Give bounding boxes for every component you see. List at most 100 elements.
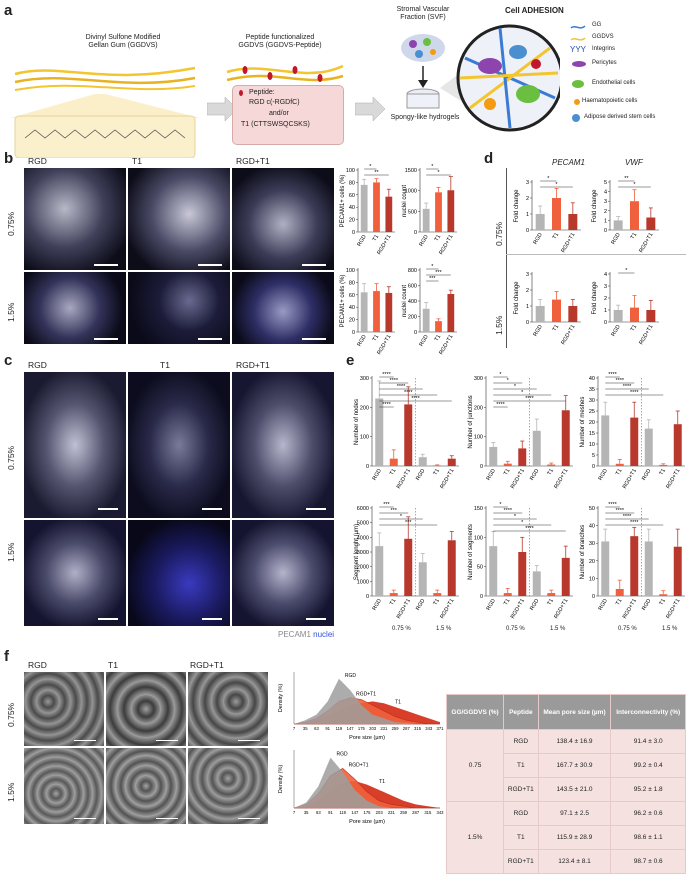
x-tick-label: T1 bbox=[552, 324, 560, 333]
y-axis-label: Number of junctions bbox=[468, 395, 474, 448]
x-tick-label: 35 bbox=[304, 810, 309, 815]
x-tick-label: T1 bbox=[434, 334, 442, 343]
x-tick-label: 371 bbox=[437, 726, 445, 731]
x-tick-label: 315 bbox=[424, 810, 432, 815]
row-label-15: 1.5% bbox=[6, 302, 16, 322]
bar bbox=[518, 552, 527, 596]
sig-marker: ** bbox=[374, 170, 379, 176]
legend-label: Haematopoietic cells bbox=[582, 98, 638, 104]
table-row: 1.5% RGD 97.1 ± 2.5 96.2 ± 0.6 bbox=[445, 801, 686, 874]
x-tick-label: RGD bbox=[641, 468, 652, 482]
x-tick-label: T1 bbox=[659, 468, 667, 477]
col-label-rgd-t1: RGD+T1 bbox=[236, 360, 270, 370]
integrin-icon: YYY bbox=[570, 45, 587, 54]
x-tick-label: 91 bbox=[325, 726, 330, 731]
bar bbox=[375, 546, 384, 596]
micrograph-c-rgdt1-075 bbox=[232, 372, 334, 518]
series-label: RGD bbox=[345, 673, 357, 679]
chart-d-vwf-15: Fold change 0 1 2 3 4 RGD T1 RGD+T1 * bbox=[592, 268, 659, 346]
x-tick-label: 119 bbox=[339, 810, 346, 815]
bar bbox=[447, 540, 456, 596]
y-axis-label: Fold change bbox=[514, 189, 520, 223]
sem-rgd-15 bbox=[24, 748, 104, 824]
y-tick-label: 35 bbox=[589, 387, 595, 393]
x-tick-label: RGD+T1 bbox=[560, 324, 576, 346]
x-tick-label: T1 bbox=[615, 598, 623, 607]
y-tick-label: 10 bbox=[589, 576, 595, 582]
scale-bar bbox=[202, 618, 222, 620]
x-tick-label: 175 bbox=[364, 810, 372, 815]
cell: T1 bbox=[503, 825, 539, 850]
svf-title: Stromal Vascular Fraction (SVF) bbox=[396, 6, 450, 22]
sig-marker: * bbox=[521, 390, 524, 396]
x-tick-label: 63 bbox=[316, 810, 321, 815]
col-label-t1: T1 bbox=[108, 660, 118, 670]
table-row: T1 167.7 ± 30.9 99.2 ± 0.4 bbox=[447, 753, 686, 778]
y-tick-label: 0 bbox=[366, 594, 369, 600]
y-tick-label: 0 bbox=[604, 228, 607, 234]
x-tick-label: RGD+T1 bbox=[396, 598, 412, 620]
divider bbox=[506, 168, 507, 348]
y-tick-label: 80 bbox=[349, 280, 355, 286]
peptide-box-line: Peptide: bbox=[249, 89, 275, 96]
adhesion-title: Cell ADHESION bbox=[505, 6, 564, 15]
density-area bbox=[294, 757, 440, 808]
y-tick-label: 2000 bbox=[357, 565, 369, 571]
sig-marker: **** bbox=[382, 372, 391, 378]
e-concentration-axis: 0.75 % 1.5 % 0.75 % 1.5 % 0.75 % 1.5 % bbox=[382, 624, 682, 638]
series-label: RGD+T1 bbox=[349, 762, 369, 768]
bar bbox=[433, 593, 442, 596]
bar bbox=[489, 446, 498, 466]
bar bbox=[673, 546, 682, 596]
cell: 97.1 ± 2.5 bbox=[537, 801, 612, 826]
scale-bar bbox=[156, 818, 178, 819]
peptide-icon bbox=[239, 90, 243, 96]
legend-label: Adipose derived stem cells bbox=[584, 114, 656, 120]
y-tick-label: 100 bbox=[474, 535, 483, 541]
y-tick-label: 0 bbox=[414, 230, 417, 236]
bar bbox=[389, 593, 398, 596]
sem-rgdt1-075 bbox=[188, 672, 268, 746]
y-axis-label: nuclei count bbox=[402, 185, 408, 217]
x-tick-label: T1 bbox=[433, 468, 441, 477]
panel-label-c: c bbox=[4, 352, 13, 369]
y-tick-label: 0 bbox=[352, 330, 355, 336]
sig-marker: * bbox=[400, 514, 403, 520]
th-pore: Mean pore size (µm) bbox=[537, 694, 612, 730]
y-tick-label: 0 bbox=[604, 320, 607, 326]
x-tick-label: T1 bbox=[552, 232, 560, 241]
y-tick-label: 1500 bbox=[405, 168, 417, 174]
series-label: T1 bbox=[379, 779, 385, 785]
x-tick-label: RGD+T1 bbox=[396, 468, 412, 490]
x-tick-label: T1 bbox=[630, 324, 638, 333]
cell: 123.4 ± 8.1 bbox=[537, 849, 612, 874]
y-tick-label: 3 bbox=[604, 284, 607, 290]
cell: 138.4 ± 16.9 bbox=[537, 729, 612, 754]
bar bbox=[561, 410, 570, 466]
x-tick-label: RGD bbox=[415, 468, 426, 482]
bar bbox=[659, 594, 668, 596]
y-tick-label: 2 bbox=[526, 196, 529, 202]
y-tick-label: 0 bbox=[526, 320, 529, 326]
x-tick-label: 203 bbox=[376, 810, 384, 815]
x-tick-label: RGD bbox=[598, 598, 609, 612]
sem-rgdt1-15 bbox=[188, 748, 268, 824]
cell: 96.2 ± 0.6 bbox=[610, 801, 686, 826]
y-tick-label: 5 bbox=[604, 180, 607, 186]
legend-label: GGDVS bbox=[592, 34, 614, 40]
legend-label: Pericytes bbox=[592, 60, 617, 66]
stain-legend: PECAM1 nuclei bbox=[278, 630, 334, 639]
y-tick-label: 1 bbox=[526, 212, 529, 218]
bar bbox=[503, 593, 512, 596]
y-axis-label: PECAM1+ cells (%) bbox=[340, 175, 346, 228]
y-tick-label: 0 bbox=[592, 594, 595, 600]
panel-label-a: a bbox=[4, 2, 13, 19]
y-tick-label: 3000 bbox=[357, 550, 369, 556]
bar bbox=[435, 192, 442, 232]
y-tick-label: 4 bbox=[604, 190, 607, 196]
sig-marker: * bbox=[499, 372, 502, 378]
col-label-rgd: RGD bbox=[28, 360, 47, 370]
y-tick-label: 20 bbox=[349, 318, 355, 324]
y-tick-label: 2 bbox=[604, 209, 607, 215]
